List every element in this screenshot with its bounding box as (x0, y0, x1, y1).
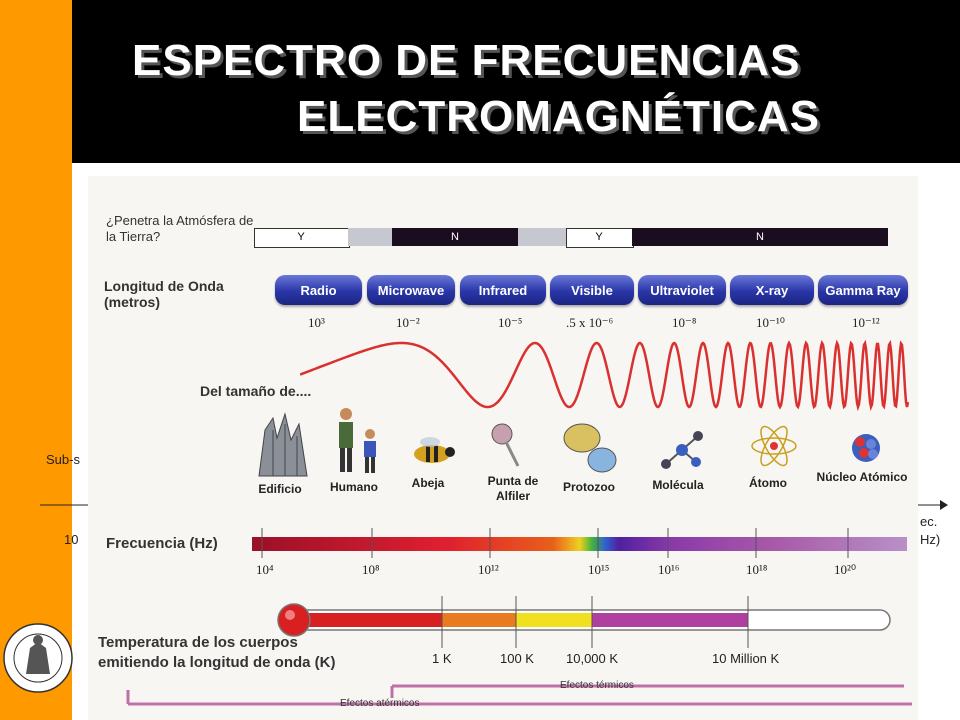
atmo-seg-5-label: Y (595, 231, 603, 243)
band-microwave: Microwave (367, 275, 455, 305)
title-line-2: ELECTROMAGNÉTICAS (297, 92, 820, 141)
frequency-value-5: 10¹⁶ (658, 562, 680, 577)
frequency-value-6: 10¹⁸ (746, 562, 768, 577)
object-molecule: Molécula (652, 478, 704, 492)
human-icon (339, 408, 376, 473)
side-text-hz: Hz) (920, 532, 941, 547)
orange-sidebar (0, 0, 72, 720)
thermometer (277, 596, 891, 648)
wavelength-value-xray: 10⁻¹⁰ (756, 315, 785, 330)
object-protozoa: Protozoo (563, 480, 615, 494)
object-pinhead: Punta de Alfiler (487, 474, 539, 503)
university-seal (3, 623, 73, 693)
frequency-value-3: 10¹² (478, 562, 499, 577)
band-visible: Visible (550, 275, 634, 305)
atmo-seg-4 (518, 228, 566, 246)
athermal-effects-bar (126, 690, 912, 706)
object-atom: Átomo (749, 476, 787, 490)
protozoa-icon (563, 423, 617, 473)
wavelength-value-ultraviolet: 10⁻⁸ (672, 315, 697, 330)
temperature-label-1: Temperatura de los cuerpos (98, 634, 298, 651)
band-radio: Radio (275, 275, 362, 305)
thermal-effects-bar (390, 684, 904, 698)
object-building: Edificio (258, 482, 302, 496)
temperature-value-1: 1 K (432, 651, 452, 666)
frequency-value-2: 10⁸ (362, 562, 380, 577)
pinhead-icon (491, 423, 520, 467)
wavelength-value-microwave: 10⁻² (396, 315, 420, 330)
frequency-ticks (261, 528, 849, 558)
molecule-icon (661, 431, 703, 469)
atmo-seg-1-label: Y (297, 231, 305, 243)
object-nucleus: Núcleo Atómico (816, 470, 908, 484)
side-text-sub: Sub-s (46, 452, 80, 467)
frequency-value-1: 10⁴ (256, 562, 274, 577)
title-area: ESPECTRO DE FRECUENCIAS ELECTROMAGNÉTICA… (72, 0, 960, 163)
wavelength-value-gamma: 10⁻¹² (852, 315, 880, 330)
object-human: Humano (330, 480, 378, 494)
object-bee: Abeja (411, 476, 445, 490)
bee-icon (414, 437, 455, 463)
size-label: Del tamaño de.... (200, 383, 312, 399)
building-icon (258, 412, 308, 477)
atmo-seg-6 (632, 228, 888, 246)
frequency-value-7: 10²⁰ (834, 562, 857, 577)
side-text-exp: 10 (64, 532, 79, 547)
side-text-rec: ec. (920, 514, 938, 529)
wavelength-label: Longitud de Onda (metros) (104, 278, 224, 310)
thermal-effects-label: Efectos térmicos (560, 680, 634, 691)
wavelength-value-infrared: 10⁻⁵ (498, 315, 523, 330)
temperature-value-3: 10,000 K (566, 651, 619, 666)
frequency-value-4: 10¹⁵ (588, 562, 610, 577)
band-xray: X-ray (730, 275, 814, 305)
band-infrared: Infrared (460, 275, 546, 305)
nucleus-icon (852, 434, 880, 462)
wavelength-value-radio: 10³ (308, 315, 325, 330)
title-line-1: ESPECTRO DE FRECUENCIAS (132, 36, 801, 85)
atmo-seg-2 (348, 228, 392, 246)
frequency-bar (252, 537, 907, 551)
athermal-effects-label: Efectos atérmicos (340, 698, 420, 709)
atmo-seg-3-label: N (451, 231, 459, 243)
em-wave (300, 339, 910, 412)
temperature-value-4: 10 Million K (712, 651, 780, 666)
atmo-seg-3 (392, 228, 518, 246)
atom-icon (751, 425, 797, 467)
atmo-seg-6-label: N (756, 231, 764, 243)
atmosphere-question: ¿Penetra la Atmósfera de la Tierra? (106, 213, 254, 244)
band-gamma: Gamma Ray (818, 275, 908, 305)
frequency-label: Frecuencia (Hz) (106, 535, 218, 552)
band-ultraviolet: Ultraviolet (638, 275, 726, 305)
temperature-label-2: emitiendo la longitud de onda (K) (98, 654, 336, 671)
wavelength-value-visible: .5 x 10⁻⁶ (566, 315, 614, 330)
temperature-value-2: 100 K (500, 651, 534, 666)
